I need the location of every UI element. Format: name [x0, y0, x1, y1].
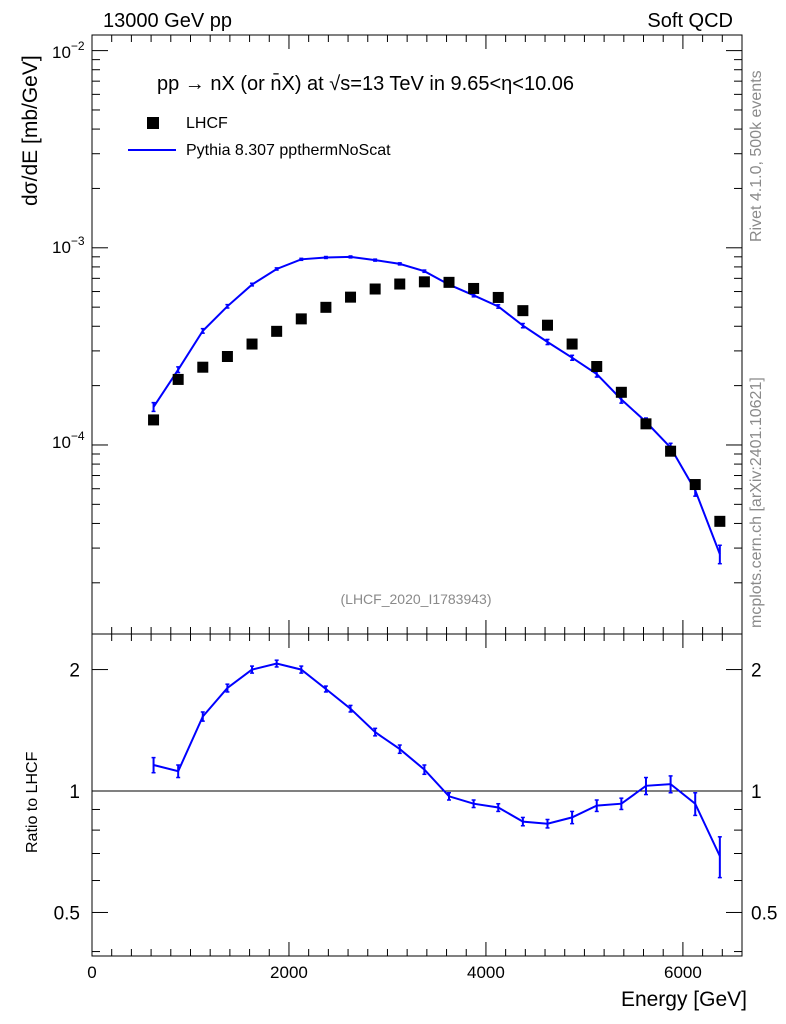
mcplots-label: mcplots.cern.ch [arXiv:2401.10621]: [748, 377, 765, 628]
ratio-y-tick-label-right: 2: [751, 661, 762, 682]
data-point: [615, 386, 627, 398]
data-point: [148, 414, 160, 426]
data-point: [369, 283, 381, 295]
header-right: Soft QCD: [647, 10, 733, 32]
y-tick-label-1e-3: 10−3: [52, 234, 85, 257]
data-point: [418, 276, 430, 288]
mc-series: [151, 255, 722, 565]
data-point: [665, 445, 677, 457]
y-axis-title: dσ/dE [mb/GeV]: [19, 55, 42, 206]
data-point: [443, 276, 455, 288]
data-point: [394, 278, 406, 290]
data-point: [689, 479, 701, 491]
data-point: [492, 291, 504, 303]
data-point: [246, 338, 258, 350]
axis-ticks: [91, 35, 743, 956]
x-tick-label: 2000: [270, 963, 308, 982]
data-point: [320, 301, 332, 313]
data-point: [566, 338, 578, 350]
x-axis-title: Energy [GeV]: [621, 988, 747, 1011]
data-point: [221, 351, 233, 363]
x-tick-label: 0: [87, 963, 96, 982]
data-point: [197, 361, 209, 373]
ratio-y-tick-label-right: 1: [751, 782, 762, 803]
ratio-series: [151, 659, 722, 879]
legend-mc-label: Pythia 8.307 ppthermNoScat: [186, 142, 391, 159]
y-tick-label-1e-2: 10−2: [52, 39, 85, 62]
ratio-y-tick-label-left: 2: [69, 661, 80, 682]
data-point: [345, 291, 357, 303]
ratio-line: [153, 662, 721, 857]
x-tick-label: 6000: [664, 963, 702, 982]
data-point: [271, 325, 283, 337]
data-point: [468, 282, 480, 294]
x-tick-label: 4000: [467, 963, 505, 982]
data-point: [295, 313, 307, 325]
ratio-y-tick-label-right: 0.5: [751, 903, 777, 924]
header-left: 13000 GeV pp: [103, 10, 232, 32]
analysis-watermark: (LHCF_2020_I1783943): [341, 591, 492, 607]
ratio-y-tick-label-left: 1: [69, 782, 80, 803]
plot-title: pp → nX (or n̄X) at √s=13 TeV in 9.65<η<…: [157, 72, 574, 95]
data-series: [148, 276, 726, 527]
rivet-label: Rivet 4.1.0, 500k events: [748, 70, 765, 242]
data-point: [640, 418, 652, 430]
legend-data-label: LHCF: [186, 115, 228, 132]
data-point: [591, 361, 603, 373]
ratio-y-axis-title: Ratio to LHCF: [24, 751, 41, 853]
ratio-y-tick-label-left: 0.5: [54, 903, 80, 924]
data-point: [714, 515, 726, 527]
data-point: [517, 305, 529, 317]
data-point: [172, 373, 184, 385]
mc-line: [152, 255, 721, 555]
data-point: [541, 319, 553, 331]
legend-data-marker: [147, 117, 159, 129]
tick-labels: 0 2000 4000 6000 0.5 0.5 1 1 2 2: [54, 661, 778, 982]
y-tick-label-1e-4: 10−4: [52, 429, 85, 452]
ratio-panel-frame: [91, 633, 743, 957]
